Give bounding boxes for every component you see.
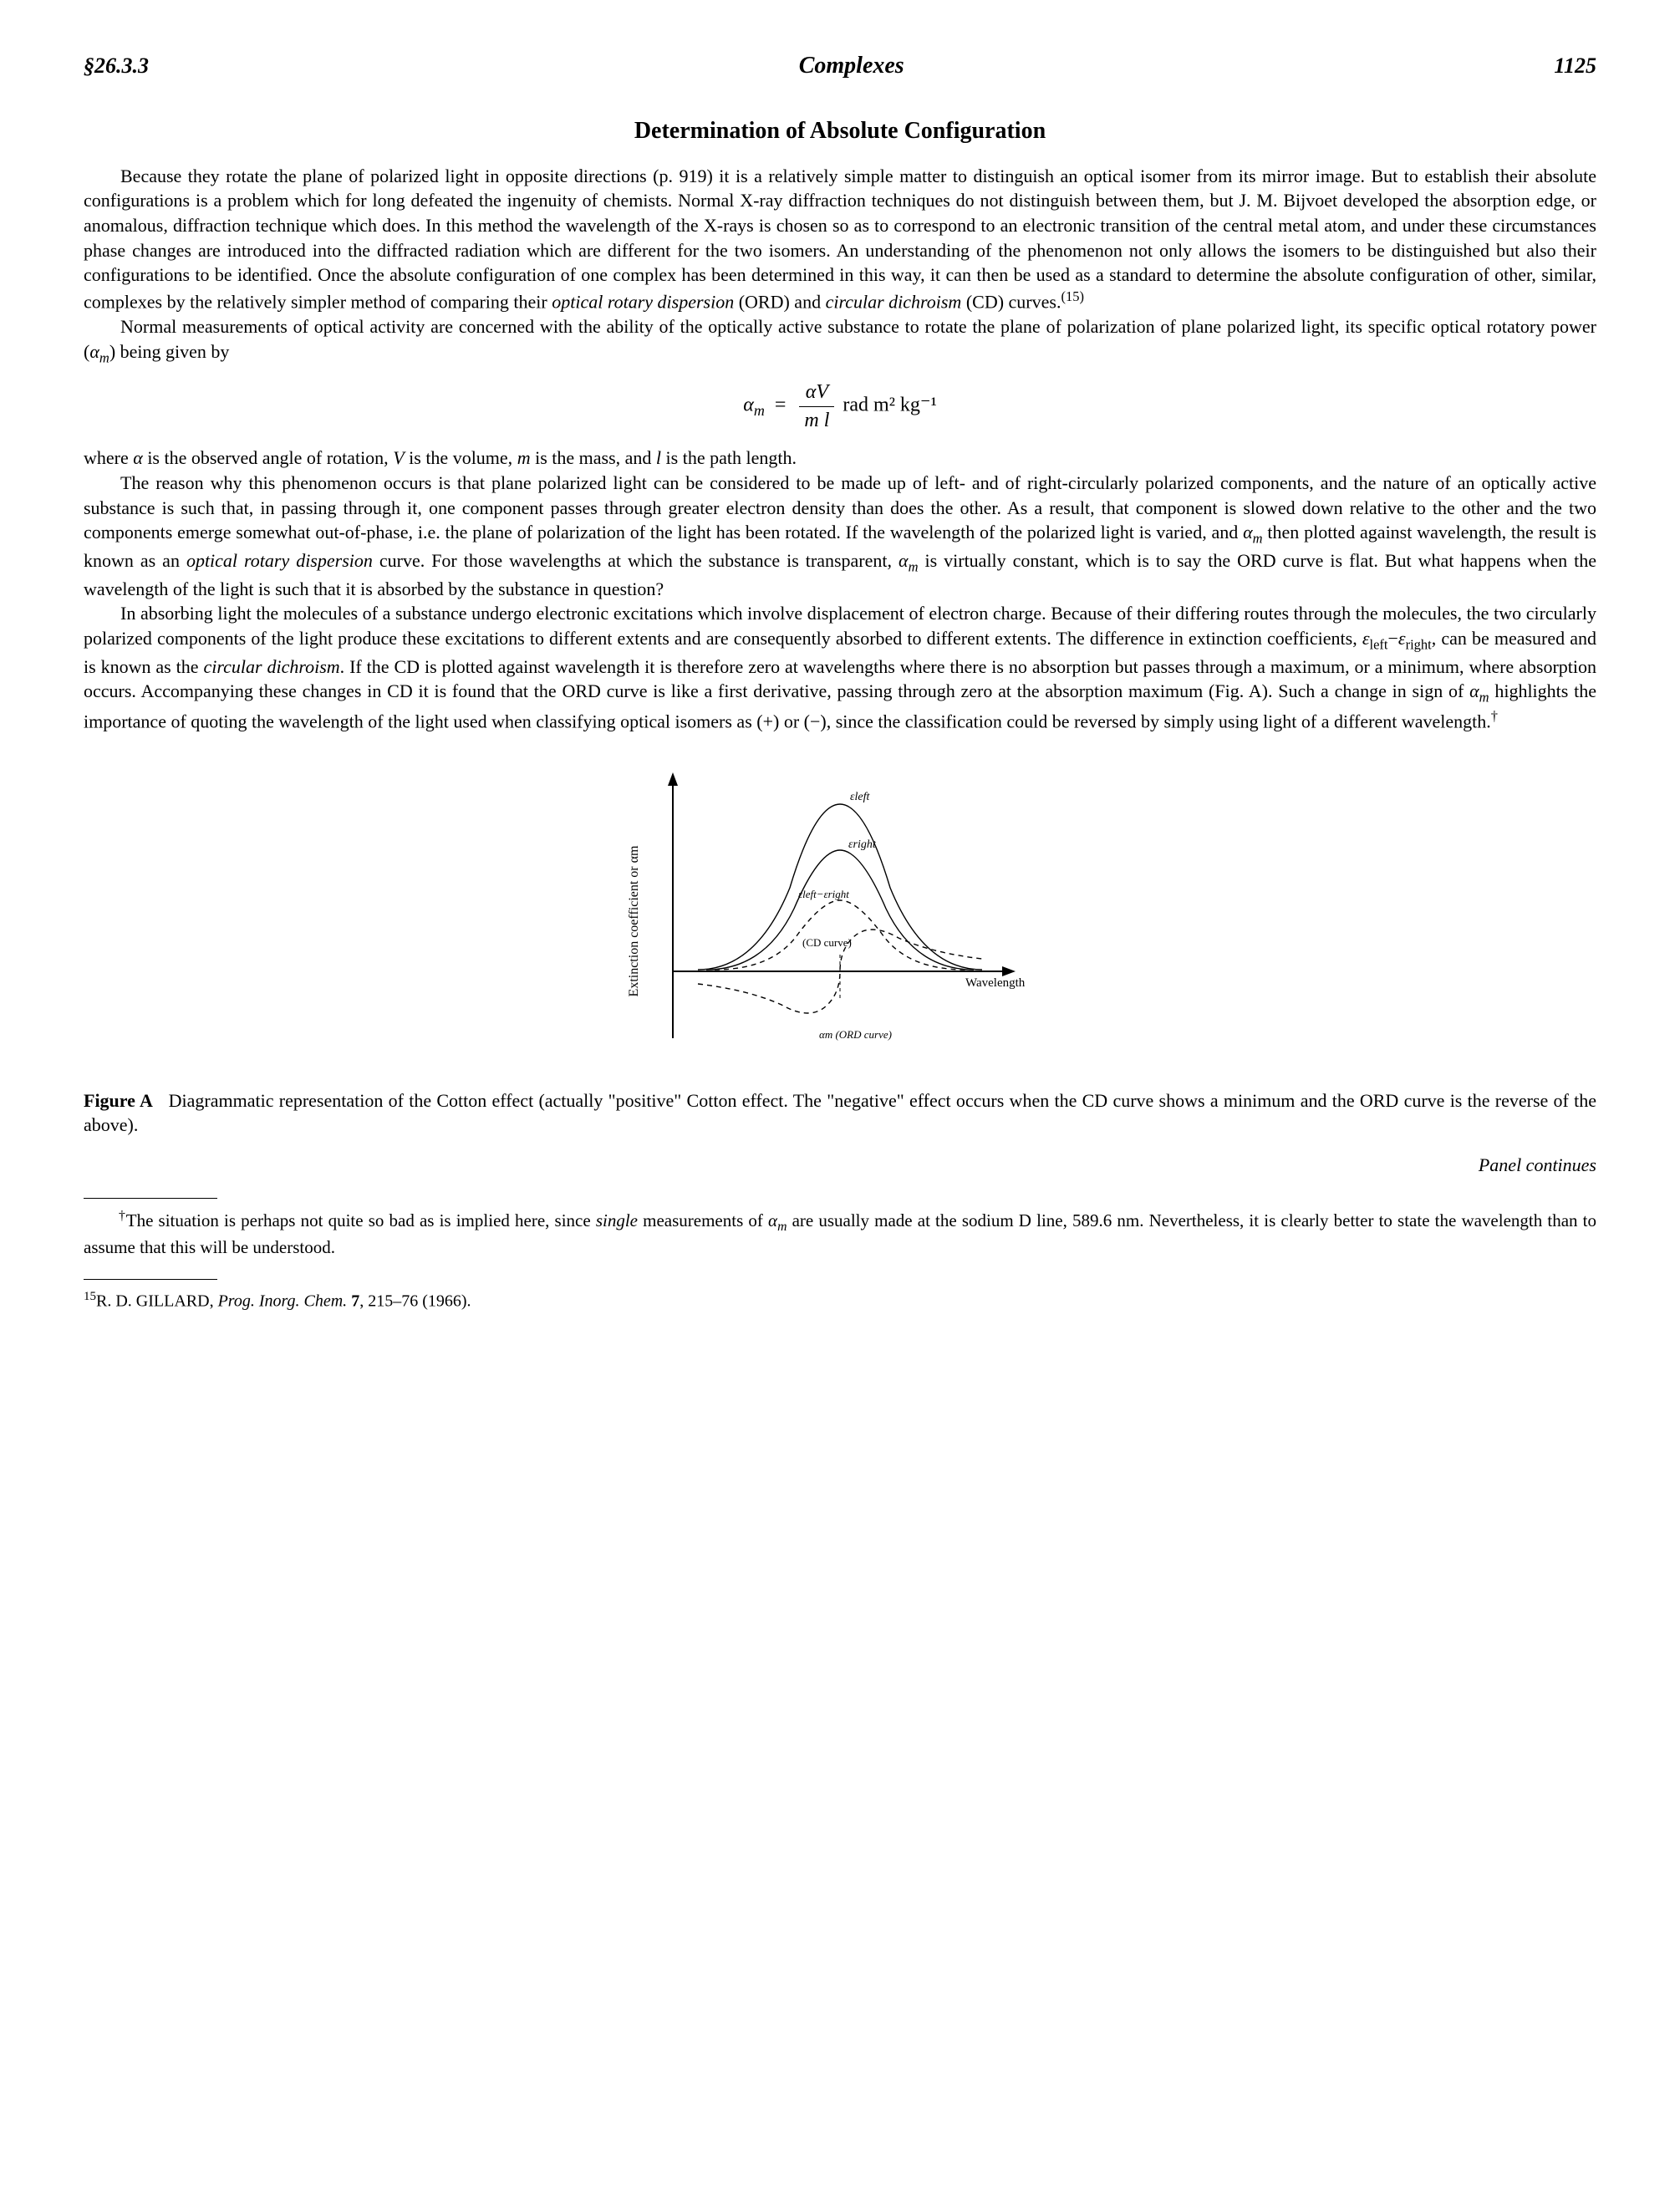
- label-eps-left: εleft: [850, 791, 871, 803]
- panel-continues: Panel continues: [84, 1153, 1596, 1178]
- label-eps-diff: εleft−εright: [798, 888, 849, 900]
- label-cd: (CD curve): [802, 936, 852, 949]
- footnote-rule: [84, 1198, 217, 1199]
- label-ord: αm (ORD curve): [819, 1028, 892, 1041]
- figure-a: Extinction coefficient or αm Wavelength …: [84, 754, 1596, 1078]
- reference-rule: [84, 1279, 217, 1280]
- footnote-dagger: †The situation is perhaps not quite so b…: [84, 1207, 1596, 1260]
- paragraph-1: Because they rotate the plane of polariz…: [84, 164, 1596, 314]
- fraction: αV m l: [799, 379, 834, 434]
- page-number: 1125: [1554, 51, 1596, 80]
- figure-caption: Figure A Diagrammatic representation of …: [84, 1088, 1596, 1138]
- paragraph-2: Normal measurements of optical activity …: [84, 314, 1596, 367]
- page-title: Determination of Absolute Configuration: [84, 115, 1596, 147]
- paragraph-4: The reason why this phenomenon occurs is…: [84, 471, 1596, 601]
- page-header: §26.3.3 Complexes 1125: [84, 50, 1596, 82]
- section-number: §26.3.3: [84, 51, 149, 80]
- figure-label: Figure A: [84, 1090, 153, 1111]
- equation: αm = αV m l rad m² kg⁻¹: [84, 379, 1596, 434]
- figure-caption-text: Diagrammatic representation of the Cotto…: [84, 1090, 1596, 1136]
- label-eps-right: εright: [848, 838, 877, 851]
- paragraph-5: In absorbing light the molecules of a su…: [84, 601, 1596, 734]
- ylabel: Extinction coefficient or αm: [627, 845, 641, 996]
- reference-15: 15R. D. GILLARD, Prog. Inorg. Chem. 7, 2…: [84, 1288, 1596, 1313]
- running-title: Complexes: [149, 50, 1554, 82]
- paragraph-3: where α is the observed angle of rotatio…: [84, 446, 1596, 471]
- xlabel: Wavelength: [965, 976, 1026, 990]
- cotton-effect-diagram: Extinction coefficient or αm Wavelength …: [606, 754, 1074, 1072]
- citation-15: (15): [1061, 288, 1084, 304]
- dagger-ref: †: [1491, 708, 1498, 724]
- body-text: Because they rotate the plane of polariz…: [84, 164, 1596, 734]
